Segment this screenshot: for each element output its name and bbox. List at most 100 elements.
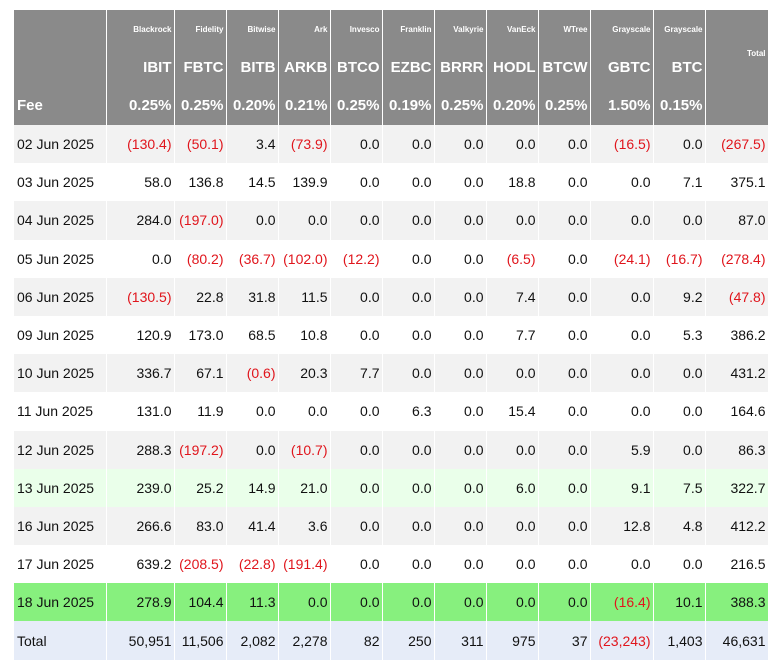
ticker-cell: BITB [226, 48, 279, 86]
row-total-cell: (278.4) [705, 239, 768, 278]
flow-cell: 0.0 [538, 392, 591, 431]
fee-cell: 0.19% [382, 86, 435, 125]
column-total-cell: 2,082 [226, 621, 279, 660]
flow-cell: 0.0 [538, 583, 591, 622]
issuer-header-row: Blackrock Fidelity Bitwise Ark Invesco F… [14, 10, 768, 86]
flow-cell: 0.0 [434, 163, 487, 202]
fee-label: Fee [14, 86, 107, 125]
flow-cell: 21.0 [278, 468, 331, 507]
flow-cell: 139.9 [278, 163, 331, 202]
ticker-header-row: IBIT FBTC BITB ARKB BTCO EZBC BRRR HODL … [14, 48, 768, 86]
flow-cell: 0.0 [590, 392, 654, 431]
flow-cell: 0.0 [278, 583, 331, 622]
fee-header-row: Fee 0.25% 0.25% 0.20% 0.21% 0.25% 0.19% … [14, 86, 768, 125]
fee-cell: 0.25% [330, 86, 383, 125]
flow-cell: 0.0 [382, 354, 435, 393]
table-row: 18 Jun 2025 278.9 104.4 11.3 0.0 0.0 0.0 0.0 0.0… [14, 583, 768, 622]
issuer-cell: Grayscale [653, 10, 706, 48]
fee-cell: 0.21% [278, 86, 331, 125]
flow-cell: 0.0 [226, 201, 279, 240]
flow-cell: 0.0 [434, 315, 487, 355]
date-cell: 10 Jun 2025 [14, 354, 107, 393]
date-cell: 09 Jun 2025 [14, 315, 107, 355]
column-total-cell: (23,243) [590, 621, 654, 660]
flow-cell: 0.0 [653, 201, 706, 240]
flow-cell: 0.0 [106, 239, 175, 278]
flow-cell: 0.0 [330, 430, 383, 469]
flow-cell: 0.0 [434, 392, 487, 431]
flow-cell: (10.7) [278, 430, 331, 469]
flow-cell: 0.0 [382, 125, 435, 164]
flow-cell: 0.0 [434, 545, 487, 584]
flow-cell: 0.0 [538, 125, 591, 164]
totals-label: Total [14, 621, 107, 660]
table-row: 13 Jun 2025 239.0 25.2 14.9 21.0 0.0 0.0 0.0 6.0… [14, 468, 768, 507]
flow-cell: 0.0 [382, 315, 435, 355]
flow-cell: 0.0 [434, 583, 487, 622]
table-row: 03 Jun 2025 58.0 136.8 14.5 139.9 0.0 0.0 0.0 18… [14, 163, 768, 202]
flow-cell: 11.5 [278, 277, 331, 316]
flow-cell: 0.0 [382, 201, 435, 240]
flow-cell: 0.0 [538, 506, 591, 546]
flow-cell: 0.0 [382, 583, 435, 622]
flow-cell: 0.0 [590, 163, 654, 202]
flow-cell: 0.0 [486, 545, 539, 584]
flow-cell: 0.0 [382, 468, 435, 507]
flow-cell: 9.2 [653, 277, 706, 316]
flow-cell: 0.0 [590, 277, 654, 316]
flow-cell: (36.7) [226, 239, 279, 278]
flow-cell: 14.5 [226, 163, 279, 202]
issuer-cell: Ark [278, 10, 331, 48]
ticker-cell: FBTC [174, 48, 227, 86]
date-cell: 11 Jun 2025 [14, 392, 107, 431]
fee-cell: 0.20% [486, 86, 539, 125]
flow-cell: 0.0 [382, 239, 435, 278]
flow-cell: 12.8 [590, 506, 654, 546]
ticker-cell: ARKB [278, 48, 331, 86]
flow-cell: 0.0 [278, 201, 331, 240]
fee-cell: 0.25% [538, 86, 591, 125]
flow-cell: 10.8 [278, 315, 331, 355]
flow-cell: 0.0 [434, 125, 487, 164]
flow-cell: 0.0 [538, 430, 591, 469]
flow-cell: 131.0 [106, 392, 175, 431]
flow-cell: 0.0 [653, 392, 706, 431]
fee-cell-total [705, 86, 768, 125]
column-total-cell: 37 [538, 621, 591, 660]
flow-cell: 0.0 [330, 201, 383, 240]
flow-cell: 15.4 [486, 392, 539, 431]
flow-cell: 0.0 [226, 392, 279, 431]
flow-cell: 4.8 [653, 506, 706, 546]
flow-cell: 0.0 [486, 430, 539, 469]
flow-cell: 11.3 [226, 583, 279, 622]
flow-cell: 7.7 [486, 315, 539, 355]
issuer-cell: Bitwise [226, 10, 279, 48]
flow-cell: 0.0 [538, 354, 591, 393]
row-total-cell: 431.2 [705, 354, 768, 393]
date-cell: 02 Jun 2025 [14, 125, 107, 164]
flow-cell: 5.3 [653, 315, 706, 355]
column-total-cell: 975 [486, 621, 539, 660]
table-row: 12 Jun 2025 288.3 (197.2) 0.0 (10.7) 0.0 0.0 0.… [14, 430, 768, 469]
flow-cell: 6.0 [486, 468, 539, 507]
flow-cell: (6.5) [486, 239, 539, 278]
flow-cell: 3.4 [226, 125, 279, 164]
flow-cell: (102.0) [278, 239, 331, 278]
ticker-cell: BRRR [434, 48, 487, 86]
date-cell: 04 Jun 2025 [14, 201, 107, 240]
column-total-cell: 11,506 [174, 621, 227, 660]
flow-cell: 120.9 [106, 315, 175, 355]
date-cell: 13 Jun 2025 [14, 468, 107, 507]
row-total-cell: 87.0 [705, 201, 768, 240]
flow-cell: 0.0 [653, 545, 706, 584]
flow-cell: (12.2) [330, 239, 383, 278]
flow-cell: 7.5 [653, 468, 706, 507]
flow-cell: 0.0 [382, 430, 435, 469]
table-row: 11 Jun 2025 131.0 11.9 0.0 0.0 0.0 6.3 0.0 15.4 0… [14, 392, 768, 431]
table-row: 02 Jun 2025 (130.4) (50.1) 3.4 (73.9) 0.0 0.0 0… [14, 125, 768, 164]
column-total-cell: 82 [330, 621, 383, 660]
flow-cell: (16.7) [653, 239, 706, 278]
table-row: 17 Jun 2025 639.2 (208.5) (22.8) (191.4) 0.0 0… [14, 545, 768, 584]
row-total-cell: 388.3 [705, 583, 768, 622]
flow-cell: (208.5) [174, 545, 227, 584]
